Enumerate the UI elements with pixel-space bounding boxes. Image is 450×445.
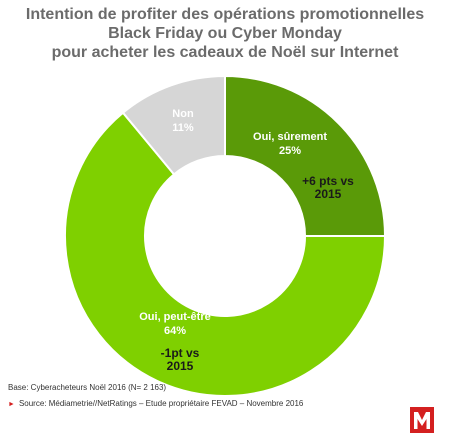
bullet-icon: ► (8, 401, 15, 408)
chart-title-line: pour acheter les cadeaux de Noël sur Int… (51, 44, 399, 61)
slice-note: +6 pts vs (302, 174, 354, 188)
source-note: ► Source: Médiametrie//NetRatings – Etude… (8, 399, 303, 408)
slice-note: -1pt vs (161, 346, 200, 360)
slice-value-label: 11% (172, 122, 194, 134)
pie-slice (64, 111, 387, 397)
chart-title-line: Black Friday ou Cyber Monday (108, 25, 342, 42)
pie-slice (121, 74, 226, 176)
slice-label: Non (172, 108, 194, 120)
slice-note: 2015 (315, 187, 342, 201)
slice-note: 2015 (167, 359, 194, 373)
source-text: Source: Médiametrie//NetRatings – Etude … (18, 399, 304, 408)
chart-title: Intention de profiter des opérations pro… (0, 5, 450, 62)
fevad-m-logo-icon (410, 407, 434, 433)
slice-label: Oui, peut-être (139, 311, 211, 323)
slice-value-label: 64% (164, 325, 186, 337)
slice-label: Oui, sûrement (253, 131, 327, 143)
pie-slice (224, 74, 387, 237)
base-note: Base: Cyberacheteurs Noël 2016 (N= 2 163… (8, 383, 167, 392)
chart-title-line: Intention de profiter des opérations pro… (25, 6, 425, 23)
slice-value-label: 25% (279, 145, 301, 157)
